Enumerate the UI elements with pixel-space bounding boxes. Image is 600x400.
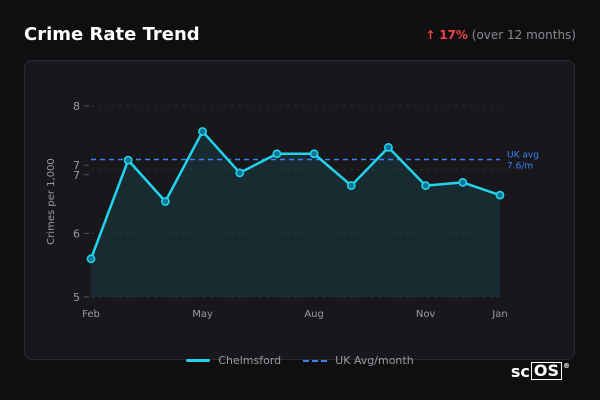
chart-legend: Chelmsford UK Avg/month (0, 354, 600, 367)
y-tick-label: 8 (73, 100, 80, 113)
logo-text-os: OS (530, 362, 562, 380)
x-tick-label: Jan (491, 309, 507, 320)
legend-label-chelmsford: Chelmsford (218, 354, 282, 367)
y-tick-label: 6 (73, 227, 80, 240)
chart-card (24, 60, 575, 360)
x-tick-label: Aug (304, 309, 324, 320)
data-point (123, 155, 133, 165)
legend-item-uk-avg[interactable]: UK Avg/month (303, 354, 414, 367)
y-axis-label: Crimes per 1,000 (46, 158, 57, 245)
data-point (384, 142, 393, 152)
data-point (346, 181, 356, 190)
change-indicator: ↑ 17% (over 12 months) (425, 28, 576, 42)
series-line-chelmsford (89, 130, 501, 260)
data-point (86, 254, 96, 264)
legend-swatch-solid (186, 359, 211, 362)
data-point (272, 149, 282, 159)
data-point (309, 149, 319, 159)
change-arrow-icon: ↑ (425, 28, 436, 42)
y-tick-label: 7 (73, 159, 80, 172)
legend-item-chelmsford[interactable]: Chelmsford (186, 354, 281, 367)
logo-registered: ® (563, 362, 570, 370)
data-point (458, 177, 468, 187)
data-point (495, 190, 505, 200)
x-tick-label: Nov (416, 309, 436, 320)
data-point (421, 181, 431, 190)
page-title: Crime Rate Trend (24, 24, 200, 45)
y-tick-label: 7 (73, 169, 80, 182)
brand-logo: sc OS ® (511, 362, 570, 381)
x-tick-label: May (192, 309, 213, 320)
data-point (198, 127, 207, 136)
legend-swatch-dashed (303, 359, 328, 362)
legend-label-uk-avg: UK Avg/month (335, 354, 414, 367)
change-percent: 17% (439, 28, 468, 42)
y-tick-label: 5 (73, 291, 80, 304)
reference-label-line1: UK avg (507, 150, 539, 160)
change-period: (over 12 months) (471, 28, 576, 42)
x-tick-label: Feb (82, 309, 100, 320)
reference-label-line2: 7.6/m (507, 161, 533, 171)
series-area-chelmsford (91, 131, 500, 297)
logo-text-sc: sc (510, 362, 530, 381)
data-point (160, 197, 170, 206)
data-point (235, 168, 245, 178)
